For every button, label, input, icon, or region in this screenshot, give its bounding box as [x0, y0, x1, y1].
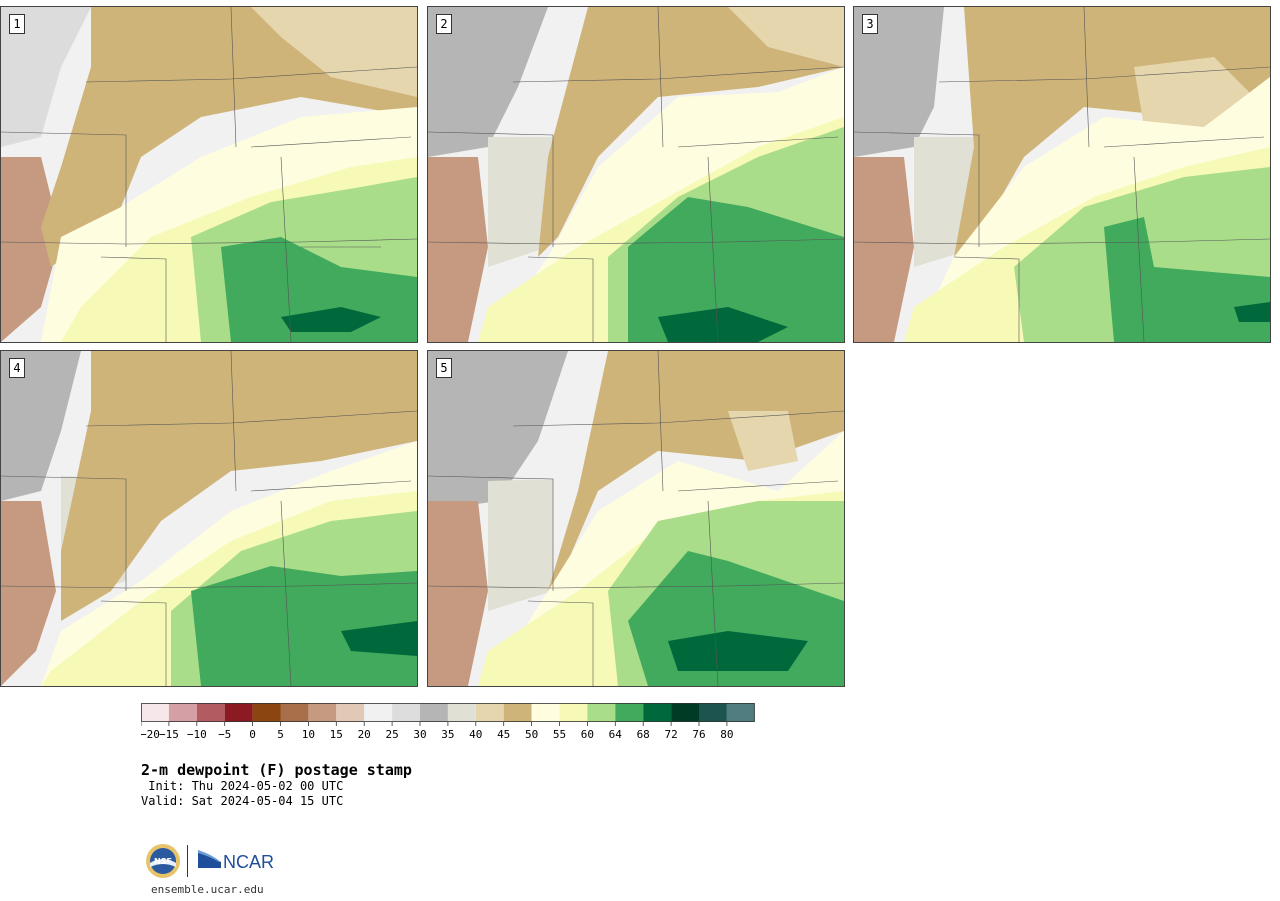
- figure-title: 2-m dewpoint (F) postage stamp: [141, 761, 412, 779]
- colorbar-tick-label: 55: [553, 728, 566, 741]
- colorbar-tick-label: 45: [497, 728, 510, 741]
- colorbar-border: [141, 703, 755, 722]
- colorbar-tick-label: 80: [720, 728, 733, 741]
- colorbar-tick-label: 40: [469, 728, 482, 741]
- colorbar-tick-label: 64: [609, 728, 623, 741]
- colorbar-tick-label: −20: [141, 728, 160, 741]
- colorbar-tick-label: −15: [159, 728, 179, 741]
- colorbar-tick-label: −5: [218, 728, 231, 741]
- stamp-panel-3: 3: [853, 6, 1271, 343]
- colorbar-swatch: [420, 703, 448, 722]
- colorbar-swatch: [531, 703, 560, 722]
- colorbar-tick-label: 72: [664, 728, 677, 741]
- colorbar-tick-label: 20: [358, 728, 371, 741]
- dewpoint-map-2: [428, 7, 844, 342]
- valid-time: Valid: Sat 2024-05-04 15 UTC: [141, 794, 344, 808]
- colorbar-swatch: [615, 703, 644, 722]
- colorbar-swatch: [364, 703, 393, 722]
- panel-number-label: 4: [9, 358, 25, 378]
- colorbar-swatch: [726, 703, 755, 722]
- colorbar-swatch: [224, 703, 253, 722]
- site-url: ensemble.ucar.edu: [151, 883, 264, 896]
- colorbar-swatch: [141, 703, 169, 722]
- colorbar-swatch: [308, 703, 337, 722]
- stamp-panel-4: 4: [0, 350, 418, 687]
- nsf-logo: NSF: [146, 844, 180, 878]
- panel-number-label: 5: [436, 358, 452, 378]
- dewpoint-colorbar: −20 −15 −10 −5 0 5 10 15 20 25 30 35 40 45 50 55 60 64 68 7…: [141, 703, 755, 741]
- dewpoint-map-3: [854, 7, 1270, 342]
- ncar-logo: NCAR: [198, 850, 273, 872]
- colorbar-swatch: [168, 703, 197, 722]
- colorbar-swatch: [643, 703, 672, 722]
- colorbar-tick-label: −10: [187, 728, 207, 741]
- colorbar-tick-label: 35: [441, 728, 454, 741]
- colorbar-swatch: [196, 703, 225, 722]
- colorbar-swatch: [447, 703, 476, 722]
- colorbar-swatch: [503, 703, 532, 722]
- colorbar-tick-label: 15: [330, 728, 343, 741]
- logo-divider: [187, 845, 188, 877]
- dewpoint-map-4: [1, 351, 417, 686]
- panel-number-label: 3: [862, 14, 878, 34]
- colorbar-swatch: [475, 703, 504, 722]
- init-time: Init: Thu 2024-05-02 00 UTC: [141, 779, 344, 793]
- nsf-logo-text: NSF: [154, 857, 172, 866]
- colorbar-swatch: [252, 703, 281, 722]
- stamp-panel-2: 2: [427, 6, 845, 343]
- stamp-panel-5: 5: [427, 350, 845, 687]
- panel-number-label: 1: [9, 14, 25, 34]
- colorbar-swatch: [280, 703, 309, 722]
- dewpoint-map-1: [1, 7, 417, 342]
- panel-number-label: 2: [436, 14, 452, 34]
- colorbar-swatch: [336, 703, 365, 722]
- ncar-logo-text: NCAR: [223, 852, 273, 872]
- colorbar-tick-label: 25: [385, 728, 398, 741]
- colorbar-swatch: [587, 703, 616, 722]
- colorbar-tick-label: 50: [525, 728, 538, 741]
- colorbar-tick-label: 30: [413, 728, 426, 741]
- colorbar-tick-label: 68: [637, 728, 650, 741]
- colorbar-tick-label: 60: [581, 728, 594, 741]
- colorbar-tick-label: 0: [249, 728, 256, 741]
- colorbar-swatch: [559, 703, 588, 722]
- stamp-panel-1: 1: [0, 6, 418, 343]
- colorbar-tick-label: 10: [302, 728, 315, 741]
- colorbar-swatch: [671, 703, 699, 722]
- colorbar-tick-label: 76: [692, 728, 705, 741]
- dewpoint-map-5: [428, 351, 844, 686]
- colorbar-swatch: [392, 703, 420, 722]
- colorbar-tick-label: 5: [277, 728, 284, 741]
- colorbar-swatch: [699, 703, 727, 722]
